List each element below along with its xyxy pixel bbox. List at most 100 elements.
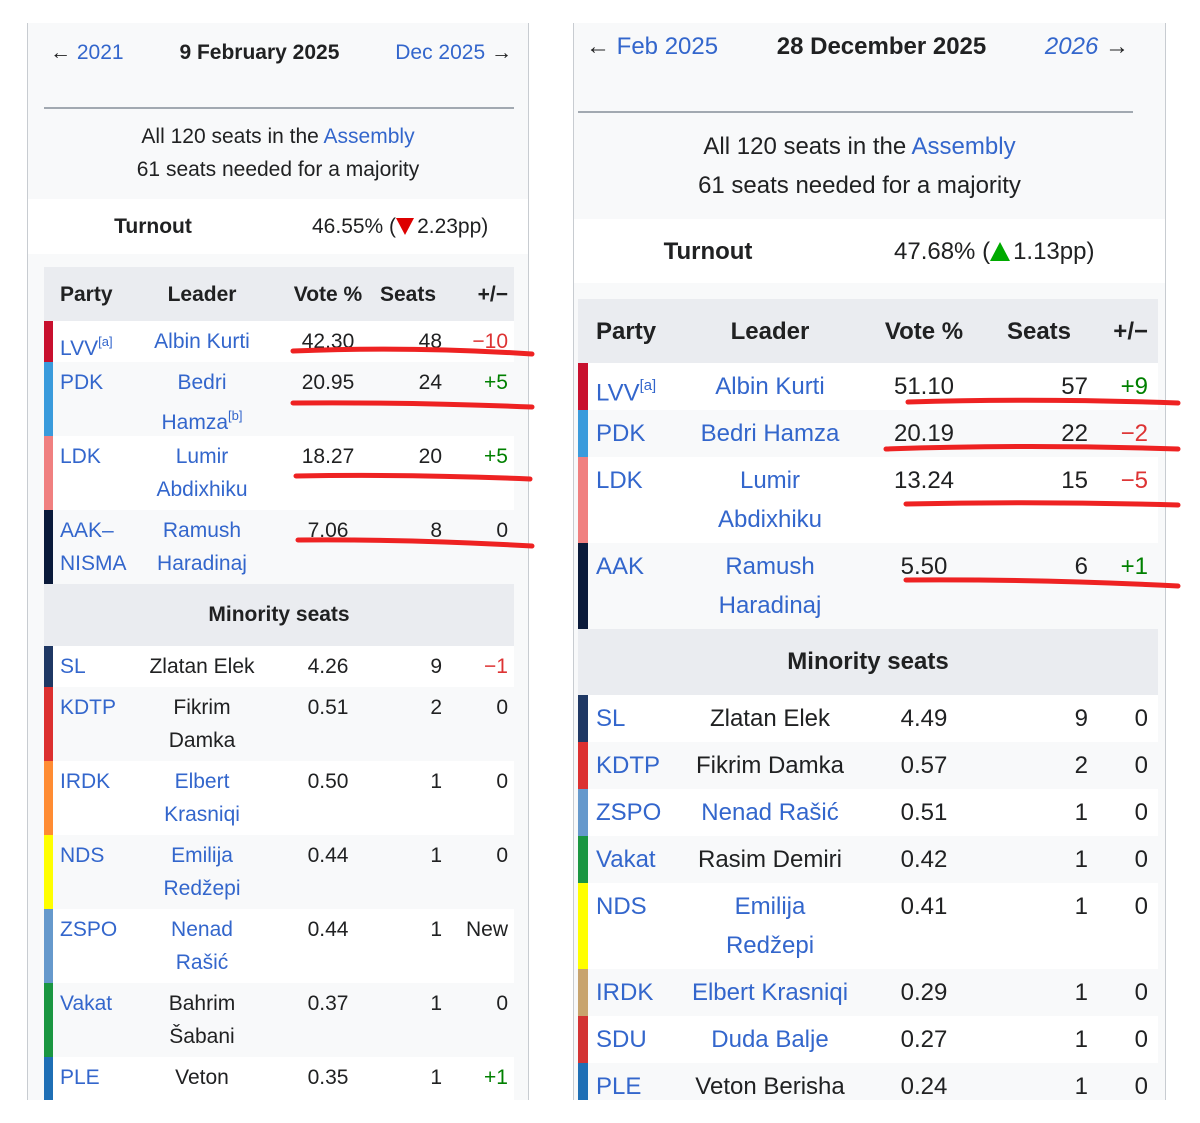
party-link[interactable]: PDK — [60, 371, 104, 394]
change-cell: 0 — [1076, 699, 1148, 738]
footnote-link[interactable]: [a] — [639, 378, 657, 394]
change-cell: +9 — [1076, 367, 1148, 406]
leader-name[interactable]: Elbert Krasniqi — [691, 979, 849, 1006]
vote-cell: 18.27 — [278, 440, 378, 473]
party-link[interactable]: PLE — [596, 1073, 642, 1100]
leader-name[interactable]: Ramush — [725, 553, 815, 580]
leader-name[interactable]: Nenad — [171, 918, 233, 941]
party-cell: PLE — [60, 1061, 160, 1094]
leader-name[interactable]: Bedri — [177, 371, 227, 394]
party-link[interactable]: LDK — [596, 467, 643, 494]
prev-election-label[interactable]: 2021 — [76, 41, 124, 64]
party-link[interactable]: SL — [60, 655, 86, 678]
vote-cell: 51.10 — [858, 367, 990, 406]
party-color-bar — [44, 321, 53, 362]
party-link[interactable]: NDS — [60, 844, 105, 867]
leader-name[interactable]: Emilija — [171, 844, 233, 867]
prev-election-label[interactable]: Feb 2025 — [616, 33, 719, 60]
party-link[interactable]: NDS — [596, 893, 647, 920]
party-color-bar — [578, 457, 588, 543]
party-link[interactable]: AAK– — [60, 519, 114, 542]
assembly-link[interactable]: Assembly — [323, 125, 415, 148]
leader-name[interactable]: Ramush — [162, 519, 242, 542]
party-link[interactable]: Vakat — [60, 992, 113, 1015]
seat-count: 1 — [1074, 1073, 1088, 1100]
table-row: PDK Bedri Hamza[b] 20.95 24 +5 — [44, 362, 514, 436]
leader-name-line2[interactable]: Haradinaj — [157, 552, 247, 575]
seat-change: +1 — [1120, 553, 1148, 580]
leader-name[interactable]: Emilija — [734, 893, 806, 920]
leader-cell: Fikrim Damka — [690, 746, 850, 785]
seat-count: 1 — [1074, 893, 1088, 920]
seat-count: 9 — [430, 655, 442, 678]
party-link[interactable]: SDU — [596, 1026, 647, 1053]
minority-seats-header: Minority seats — [578, 629, 1158, 695]
leader-name: Zlatan Elek — [709, 705, 831, 732]
party-link[interactable]: PLE — [60, 1066, 100, 1089]
leader-name-line2[interactable]: Rašić — [175, 951, 229, 974]
leader-name[interactable]: Lumir — [175, 445, 229, 468]
party-link[interactable]: PDK — [596, 420, 646, 447]
seats-cell: 9 — [374, 650, 442, 683]
party-link[interactable]: AAK — [596, 553, 645, 580]
vote-percent: 0.42 — [900, 846, 948, 873]
seat-change: +1 — [484, 1066, 508, 1089]
party-link[interactable]: IRDK — [60, 770, 111, 793]
turnout-row: Turnout 47.68% (1.13pp) — [574, 219, 1165, 283]
leader-name-line2[interactable]: Krasniqi — [164, 803, 240, 826]
party-link[interactable]: SL — [596, 705, 626, 732]
seats-cell: 8 — [374, 514, 442, 547]
table-row: ZSPO Nenad Rašić 0.51 1 0 — [578, 789, 1158, 836]
leader-cell: Zlatan Elek — [690, 699, 850, 738]
next-election-link[interactable]: 2026 → — [1045, 27, 1129, 66]
leader-name: Rasim Demiri — [698, 846, 842, 873]
party-link[interactable]: KDTP — [60, 696, 117, 719]
leader-name-line2[interactable]: Abdixhiku — [156, 478, 248, 501]
leader-name[interactable]: Nenad Rašić — [701, 799, 839, 826]
turnout-label: Turnout — [663, 237, 753, 265]
seat-count: 20 — [418, 445, 442, 468]
party-link[interactable]: LVV — [596, 379, 640, 407]
party-link-line2[interactable]: NISMA — [60, 552, 127, 575]
party-color-bar — [578, 789, 588, 836]
next-election-link[interactable]: Dec 2025 → — [395, 36, 512, 69]
next-election-label[interactable]: 2026 — [1044, 33, 1099, 60]
leader-name-line2[interactable]: Redžepi — [163, 877, 241, 900]
leader-name[interactable]: Elbert — [174, 770, 230, 793]
next-election-label[interactable]: Dec 2025 — [395, 41, 486, 64]
party-link[interactable]: IRDK — [596, 979, 654, 1006]
up-arrow-icon — [990, 241, 1011, 261]
leader-name-line2: Berisha — [166, 1099, 237, 1100]
footnote-link[interactable]: [b] — [228, 408, 243, 423]
assembly-link[interactable]: Assembly — [911, 133, 1016, 160]
seat-count: 22 — [1061, 420, 1088, 447]
party-cell: NDS — [60, 839, 160, 872]
party-link[interactable]: KDTP — [596, 752, 661, 779]
party-link[interactable]: ZSPO — [60, 918, 118, 941]
leader-name-line2[interactable]: Redžepi — [725, 932, 815, 959]
party-link[interactable]: ZSPO — [596, 799, 662, 826]
seats-cell: 1 — [374, 913, 442, 946]
leader-name-line2[interactable]: Abdixhiku — [717, 506, 823, 533]
seat-change: 0 — [1134, 893, 1148, 920]
party-link[interactable]: Vakat — [596, 846, 656, 873]
leader-name-line2[interactable]: Hamza — [161, 411, 229, 435]
leader-cell: Ramush Haradinaj — [690, 547, 850, 625]
prev-election-link[interactable]: ← Feb 2025 — [586, 27, 718, 66]
leader-name-line2[interactable]: Haradinaj — [718, 592, 822, 619]
vote-percent: 13.24 — [893, 467, 955, 494]
party-link[interactable]: LDK — [60, 445, 101, 468]
seats-cell: 9 — [990, 699, 1088, 738]
vote-percent: 0.24 — [900, 1073, 948, 1100]
majority-text: 61 seats needed for a majority — [698, 172, 1021, 199]
leader-name[interactable]: Albin Kurti — [715, 373, 825, 400]
leader-name[interactable]: Albin Kurti — [154, 330, 250, 353]
footnote-link[interactable]: [a] — [98, 334, 113, 349]
leader-name[interactable]: Duda Balje — [711, 1026, 829, 1053]
leader-name[interactable]: Bedri Hamza — [700, 420, 840, 447]
prev-election-link[interactable]: ← 2021 — [50, 36, 124, 69]
party-link[interactable]: LVV — [60, 337, 99, 361]
seats-cell: 2 — [374, 691, 442, 724]
vote-percent: 0.44 — [307, 844, 349, 867]
leader-name[interactable]: Lumir — [739, 467, 800, 494]
